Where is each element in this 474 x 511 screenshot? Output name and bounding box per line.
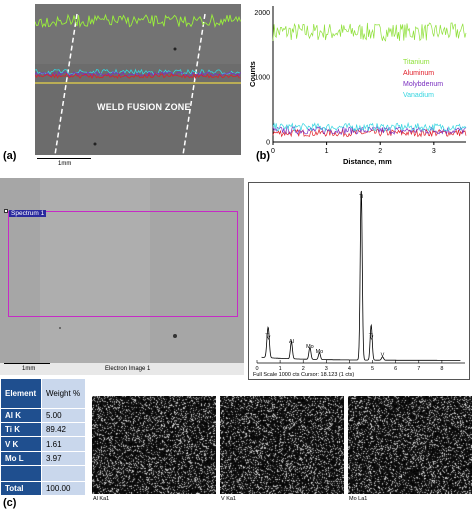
row-element: Ti K <box>0 422 42 438</box>
x-tick-label: 1 <box>325 148 329 155</box>
x-axis-title: Distance, mm <box>343 157 392 166</box>
v-map-label: V Ka1 <box>221 496 236 502</box>
spectrum-label: Spectrum 1 <box>9 210 47 217</box>
linescan-chart: 0 1 2 3 0 1000 2000 Counts Distance, mm Titani… <box>248 2 470 172</box>
eds-peak-label: Ti <box>359 194 363 200</box>
row-value: 5.00 <box>40 408 87 424</box>
eds-tick-label: 8 <box>440 366 443 372</box>
eds-peak-label: Ti <box>265 334 269 340</box>
eds-peak-label: V <box>381 353 385 359</box>
legend-vanadium: Vanadium <box>403 92 435 99</box>
eds-tick-label: 0 <box>255 366 258 372</box>
table-total-row: Total 100.00 <box>0 480 87 497</box>
row-element: Mo L <box>0 450 42 466</box>
crosshair-icon <box>4 209 8 213</box>
panel-letter-a: (a) <box>3 150 17 162</box>
table-row: Ti K 89.42 <box>0 422 87 438</box>
table-row: Al K 5.00 <box>0 408 87 424</box>
scale-bar-a <box>37 156 91 159</box>
electron-image-caption: Electron Image 1 <box>105 366 151 372</box>
molybdenum-trace <box>35 70 241 78</box>
scale-label-sem: 1mm <box>22 366 36 372</box>
eds-tick-label: 6 <box>394 366 397 372</box>
mo-map-label: Mo La1 <box>349 496 368 502</box>
total-value: 100.00 <box>40 480 87 497</box>
eds-spectrum-trace <box>261 190 461 361</box>
row-value: 3.97 <box>40 450 87 466</box>
series-aluminum <box>272 128 467 138</box>
eds-tick-label: 1 <box>279 366 282 372</box>
eds-peak-label: Mo <box>306 344 314 350</box>
eds-tick-label: 5 <box>371 366 374 372</box>
legend-molybdenum: Molybdenum <box>403 81 444 88</box>
eds-peak-label: Ti <box>369 334 373 340</box>
legend-titanium: Titanium <box>403 59 430 66</box>
spectrum-region-box[interactable] <box>8 211 238 317</box>
eds-tick-label: 4 <box>348 366 351 372</box>
header-weight: Weight % <box>40 377 87 410</box>
x-tick-label: 3 <box>432 148 436 155</box>
v-map <box>220 396 344 494</box>
aluminum-trace <box>35 73 241 80</box>
legend-aluminum: Aluminum <box>403 70 435 77</box>
mo-map <box>348 396 472 494</box>
row-value: 89.42 <box>40 422 87 438</box>
weld-linescan-overlay <box>35 4 241 155</box>
series-molybdenum <box>272 125 467 135</box>
total-label: Total <box>0 480 42 497</box>
eds-peak-label: Mo <box>316 349 324 355</box>
series-vanadium <box>272 121 467 133</box>
scale-label-a: 1mm <box>58 161 72 167</box>
series-titanium <box>272 22 467 42</box>
al-map <box>92 396 216 494</box>
table-row: V K 1.61 <box>0 436 87 452</box>
y-tick-label: 1000 <box>254 75 270 82</box>
eds-tick-label: 2 <box>302 366 305 372</box>
weld-sem-image: WELD FUSION ZONE <box>35 4 241 155</box>
x-tick-label: 2 <box>378 148 382 155</box>
y-tick-label: 2000 <box>254 10 270 17</box>
table-row: Mo L 3.97 <box>0 450 87 466</box>
al-map-label: Al Ka1 <box>93 496 110 502</box>
eds-peak-label: V <box>370 335 374 341</box>
eds-tick-label: 3 <box>325 366 328 372</box>
panel-letter-b: (b) <box>256 150 271 162</box>
composition-table: Element Weight % Al K 5.00 Ti K 89.42 V … <box>0 377 87 497</box>
electron-image: Spectrum 1 <box>0 178 244 366</box>
y-axis-title: Counts <box>248 61 257 87</box>
eds-peak-label: V <box>267 335 271 341</box>
panel-letter-c: (c) <box>3 497 17 509</box>
titanium-trace <box>35 13 241 29</box>
row-value: 1.61 <box>40 436 87 452</box>
table-spacer-row <box>0 464 87 482</box>
eds-status-text: Full Scale 1000 cts Cursor: 18.123 (1 ct… <box>253 372 355 378</box>
eds-tick-label: 7 <box>417 366 420 372</box>
weld-fusion-zone-label: WELD FUSION ZONE <box>97 102 191 112</box>
header-element: Element <box>0 377 42 410</box>
linescan-plot: 0 1 2 3 0 1000 2000 <box>254 6 467 155</box>
row-element: Al K <box>0 408 42 424</box>
x-tick-label: 0 <box>271 148 275 155</box>
row-element: V K <box>0 436 42 452</box>
y-tick-label: 0 <box>266 140 270 147</box>
eds-peak-label: Al <box>289 339 294 345</box>
table-header-row: Element Weight % <box>0 377 87 410</box>
electron-image-caption-bar: 1mm Electron Image 1 <box>0 363 244 375</box>
